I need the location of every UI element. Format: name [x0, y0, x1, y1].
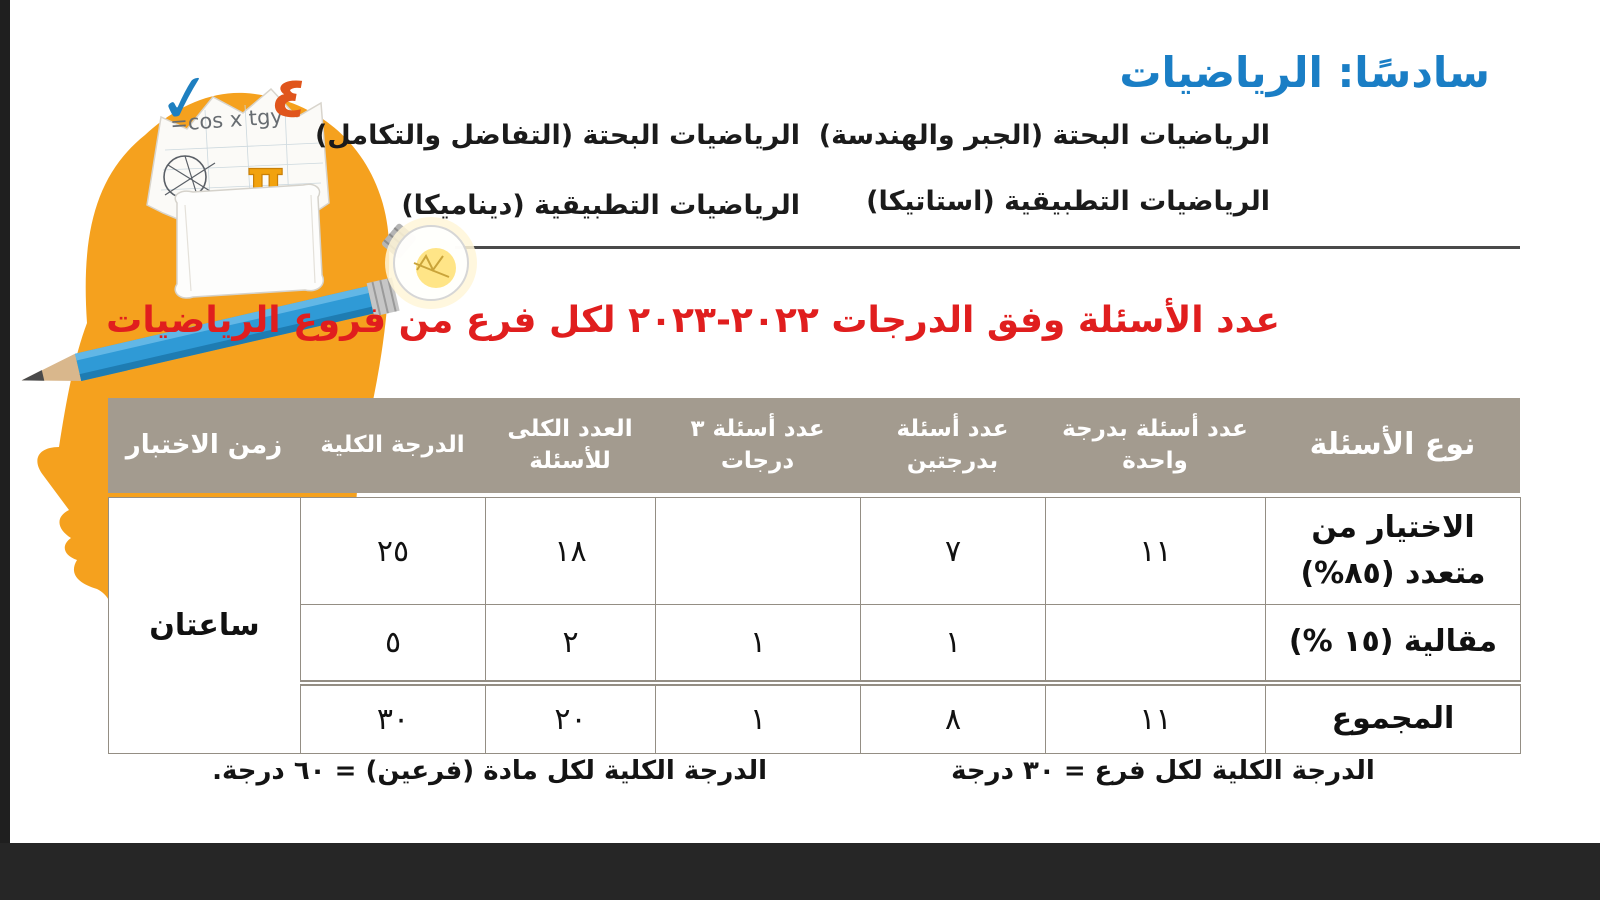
- cell-essay-one-mark-empty: [1045, 604, 1266, 684]
- row-label-multiple-choice: الاختيار من متعدد (٨٥%): [1265, 497, 1521, 605]
- cell-total-three-marks: ١: [655, 680, 861, 754]
- row-label-essay: مقالية (١٥ %): [1265, 604, 1521, 684]
- cell-total-two-marks: ٨: [860, 680, 1046, 754]
- cell-mc-total-marks: ٢٥: [300, 497, 486, 605]
- cell-essay-total-count: ٢: [485, 604, 656, 684]
- table-row-total: المجموع ١١ ٨ ١ ٢٠ ٣٠: [109, 680, 1521, 754]
- pencil-paper-wrap: [174, 183, 324, 299]
- left-edge-bar: [0, 0, 10, 900]
- col-header-total-count: العدد الكلى للأسئلة: [507, 416, 633, 474]
- cell-mc-total-count: ١٨: [485, 497, 656, 605]
- divider-line: [455, 246, 1520, 249]
- cell-total-total-count: ٢٠: [485, 680, 656, 754]
- lightbulb-icon: [382, 217, 477, 309]
- note-per-branch: الدرجة الكلية لكل فرع = ٣٠ درجة: [951, 756, 1375, 786]
- table-row-essay: مقالية (١٥ %) ١ ١ ٢ ٥: [109, 604, 1521, 684]
- col-header-total-marks: الدرجة الكلية: [320, 431, 465, 458]
- table-header-row: نوع الأسئلة عدد أسئلة بدرجة واحدة عدد أس…: [108, 398, 1520, 493]
- bottom-bar: [0, 843, 1600, 900]
- pencil-icon: [21, 277, 400, 381]
- cell-mc-three-marks-empty: [655, 497, 861, 605]
- table-row-multiple-choice: الاختيار من متعدد (٨٥%) ١١ ٧ ١٨ ٢٥ ساعتا…: [108, 497, 1521, 754]
- cell-essay-three-marks: ١: [655, 604, 861, 684]
- cell-exam-time: ساعتان: [108, 497, 301, 754]
- cell-essay-two-marks: ١: [860, 604, 1046, 684]
- cell-total-one-mark: ١١: [1045, 680, 1266, 754]
- cell-mc-two-marks: ٧: [860, 497, 1046, 605]
- col-header-three-marks: عدد أسئلة ٣ درجات: [690, 416, 825, 474]
- col-header-question-type: نوع الأسئلة: [1309, 427, 1476, 463]
- checkmark-icon: ✓: [153, 57, 218, 141]
- page-title: سادسًا: الرياضيات: [1119, 48, 1490, 97]
- questions-table: الاختيار من متعدد (٨٥%) ١١ ٧ ١٨ ٢٥ ساعتا…: [108, 497, 1521, 754]
- subject-pure-algebra: الرياضيات البحتة (الجبر والهندسة): [818, 120, 1270, 151]
- col-header-exam-time: زمن الاختبار: [125, 429, 283, 460]
- row-label-total: المجموع: [1265, 680, 1521, 754]
- cell-total-total-marks: ٣٠: [300, 680, 486, 754]
- subject-pure-calculus: الرياضيات البحتة (التفاضل والتكامل): [314, 120, 800, 151]
- red-heading: عدد الأسئلة وفق الدرجات ٢٠٢٢-٢٠٢٣ لكل فر…: [106, 300, 1280, 341]
- col-header-two-marks: عدد أسئلة بدرجتين: [896, 416, 1009, 474]
- cell-mc-one-mark: ١١: [1045, 497, 1266, 605]
- subject-applied-dynamics: الرياضيات التطبيقية (ديناميكا): [401, 190, 800, 221]
- col-header-one-mark: عدد أسئلة بدرجة واحدة: [1062, 416, 1248, 474]
- subject-applied-statics: الرياضيات التطبيقية (استاتيكا): [866, 186, 1270, 217]
- cell-essay-total-marks: ٥: [300, 604, 486, 684]
- note-per-subject: الدرجة الكلية لكل مادة (فرعين) = ٦٠ درجة…: [212, 756, 767, 786]
